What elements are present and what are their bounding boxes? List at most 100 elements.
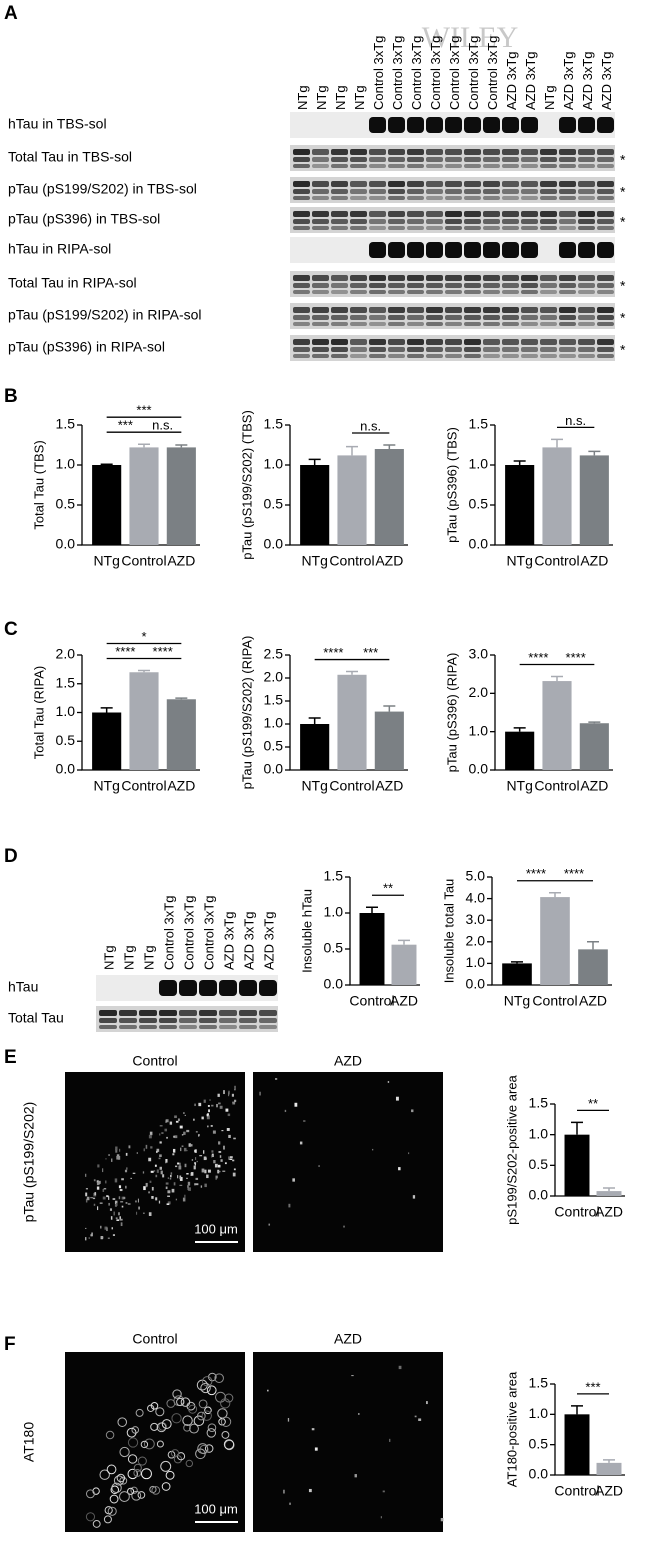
y-axis-label: pTau (pS199/S202) (TBS) <box>239 410 254 560</box>
band <box>388 226 405 230</box>
cell <box>150 1402 159 1410</box>
row-label: pTau (pS396) in TBS-sol <box>8 211 160 227</box>
band <box>540 315 557 320</box>
speck <box>161 1132 164 1134</box>
band <box>502 181 519 187</box>
speck <box>228 1134 231 1139</box>
speck <box>179 1184 183 1186</box>
micrograph-ylabel: AT180 <box>21 1422 37 1462</box>
speck <box>123 1196 126 1200</box>
speck <box>218 1141 221 1145</box>
speck <box>228 1156 230 1160</box>
lane-label: Control 3xTg <box>428 36 443 110</box>
y-tick-label: 1.0 <box>56 456 76 472</box>
x-tick-label: Control <box>532 993 577 1009</box>
lane-label: Control 3xTg <box>485 36 500 110</box>
speck <box>195 1131 198 1133</box>
band <box>597 226 614 230</box>
speck <box>103 1188 107 1190</box>
speck <box>92 1197 96 1200</box>
band <box>502 149 519 155</box>
speck <box>112 1234 116 1236</box>
band <box>331 157 348 162</box>
band <box>521 339 538 345</box>
band <box>559 117 576 133</box>
error-bar <box>366 906 378 913</box>
y-tick-label: 0.5 <box>469 496 489 512</box>
lane-label: NTg <box>141 945 156 970</box>
error-bar <box>511 961 523 964</box>
speck <box>195 1149 197 1153</box>
band <box>464 290 481 294</box>
band <box>199 1025 217 1029</box>
band <box>540 189 557 194</box>
band <box>331 347 348 352</box>
y-tick-label: 0.0 <box>529 1466 549 1482</box>
band <box>369 189 386 194</box>
speck <box>440 1517 444 1522</box>
band <box>350 275 367 281</box>
band <box>521 157 538 162</box>
band <box>426 219 443 224</box>
cell <box>92 1487 100 1495</box>
bar <box>391 944 417 985</box>
error-bar <box>513 727 526 732</box>
speck <box>294 1102 298 1107</box>
band <box>464 242 481 258</box>
speck <box>217 1164 221 1168</box>
speck <box>209 1099 211 1101</box>
band <box>388 117 405 133</box>
lane-label: AZD 3xTg <box>580 51 595 110</box>
y-tick-label: 1.5 <box>264 692 284 708</box>
y-tick-label: 0.5 <box>529 1156 549 1172</box>
band <box>540 339 557 345</box>
band <box>119 1018 137 1023</box>
band <box>483 322 500 326</box>
band <box>369 157 386 162</box>
asterisk: * <box>620 184 626 200</box>
speck <box>206 1174 209 1179</box>
band <box>312 315 329 320</box>
speck <box>160 1170 163 1175</box>
speck <box>195 1157 197 1160</box>
speck <box>118 1185 122 1189</box>
significance-label: *** <box>136 403 151 418</box>
error-bar <box>398 939 410 945</box>
band <box>407 157 424 162</box>
speck <box>231 1093 234 1097</box>
band <box>350 307 367 313</box>
speck <box>194 1183 196 1186</box>
band <box>445 181 462 187</box>
error-bar <box>175 697 188 700</box>
band <box>521 283 538 288</box>
lane-label: NTg <box>542 85 557 110</box>
error-bar <box>549 892 561 898</box>
row-label: pTau (pS199/S202) in TBS-sol <box>8 181 197 197</box>
lane-label: AZD 3xTg <box>241 911 256 970</box>
y-tick-label: 0.0 <box>324 976 344 992</box>
error-bar <box>100 707 113 713</box>
band <box>350 211 367 217</box>
significance-label: **** <box>566 650 586 665</box>
speck <box>292 1178 295 1182</box>
x-tick-label: AZD <box>580 553 608 569</box>
band <box>521 211 538 217</box>
speck <box>114 1200 118 1205</box>
cell <box>135 1408 144 1417</box>
band <box>350 339 367 345</box>
panel-label: A <box>4 3 18 24</box>
error-bar <box>138 443 150 448</box>
band <box>350 354 367 358</box>
bar <box>337 674 367 770</box>
speck <box>96 1182 99 1186</box>
lane-label: Control 3xTg <box>201 896 216 970</box>
y-tick-label: 1.0 <box>324 904 344 920</box>
band <box>445 354 462 358</box>
significance-label: **** <box>528 650 548 665</box>
band <box>293 290 310 294</box>
y-tick-label: 0.5 <box>264 738 284 754</box>
x-tick-label: Control <box>121 778 166 794</box>
band <box>540 164 557 168</box>
error-bar <box>588 721 601 724</box>
speck <box>187 1186 190 1191</box>
